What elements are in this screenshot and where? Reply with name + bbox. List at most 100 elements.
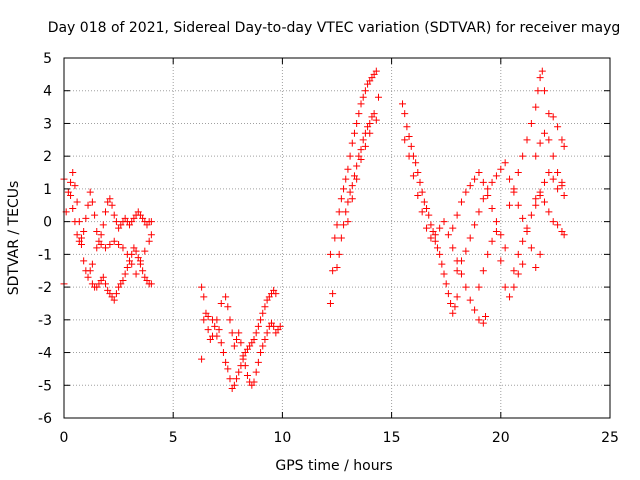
- data-point-segment-2: [243, 371, 251, 379]
- data-point-segment-1: [110, 296, 118, 304]
- data-point-segment-4: [545, 208, 553, 216]
- data-point-segment-4: [536, 74, 544, 82]
- data-point-segment-3: [326, 299, 334, 307]
- data-point-segment-4: [475, 316, 483, 324]
- data-point-segment-2: [198, 283, 206, 291]
- data-point-segment-4: [527, 211, 535, 219]
- data-point-segment-1: [110, 237, 118, 245]
- data-point-segment-2: [224, 303, 232, 311]
- data-point-segment-4: [418, 188, 426, 196]
- data-point-segment-3: [374, 93, 382, 101]
- data-point-segment-1: [132, 270, 140, 278]
- data-point-segment-1: [67, 191, 75, 199]
- data-point-segment-1: [97, 231, 105, 239]
- data-point-segment-4: [510, 185, 518, 193]
- data-point-segment-2: [233, 375, 241, 383]
- data-point-segment-1: [80, 257, 88, 265]
- data-point-segment-2: [215, 326, 223, 334]
- data-point-segment-3: [357, 155, 365, 163]
- x-tick-label: 25: [601, 430, 619, 446]
- data-point-segment-4: [497, 257, 505, 265]
- data-point-segment-3: [370, 110, 378, 118]
- data-point-segment-1: [101, 280, 109, 288]
- y-tick-label: 4: [43, 84, 52, 100]
- data-point-segment-4: [540, 178, 548, 186]
- data-point-segment-4: [560, 191, 568, 199]
- data-point-segment-4: [532, 263, 540, 271]
- data-point-segment-4: [514, 169, 522, 177]
- data-point-segment-4: [554, 169, 562, 177]
- data-point-segment-1: [97, 241, 105, 249]
- data-point-segment-1: [84, 273, 92, 281]
- data-point-segment-1: [73, 231, 81, 239]
- data-point-segment-4: [538, 67, 546, 75]
- data-point-segment-4: [466, 182, 474, 190]
- data-point-segment-3: [366, 119, 374, 127]
- data-point-segment-1: [141, 247, 149, 255]
- data-point-segment-4: [540, 87, 548, 95]
- data-point-segment-4: [536, 188, 544, 196]
- data-point-segment-3: [353, 175, 361, 183]
- data-point-segment-1: [86, 267, 94, 275]
- data-point-segment-1: [132, 247, 140, 255]
- data-point-segment-1: [82, 214, 90, 222]
- y-tick-label: -4: [38, 346, 52, 362]
- data-point-segment-4: [519, 260, 527, 268]
- data-point-segment-2: [250, 378, 258, 386]
- data-point-segment-4: [427, 234, 435, 242]
- data-point-segment-2: [252, 329, 260, 337]
- data-point-segment-4: [540, 129, 548, 137]
- data-point-segment-1: [112, 290, 120, 298]
- data-point-segment-4: [471, 175, 479, 183]
- y-tick-label: 2: [43, 149, 52, 165]
- data-point-segment-4: [497, 165, 505, 173]
- data-point-segment-2: [226, 375, 234, 383]
- chart-title: Day 018 of 2021, Sidereal Day-to-day VTE…: [48, 20, 621, 36]
- data-point-segment-4: [453, 211, 461, 219]
- data-point-segment-1: [119, 277, 127, 285]
- data-point-segment-4: [401, 136, 409, 144]
- data-point-segment-1: [88, 260, 96, 268]
- data-point-segment-1: [112, 218, 120, 226]
- data-point-segment-4: [558, 178, 566, 186]
- data-point-segment-4: [506, 201, 514, 209]
- data-point-segment-4: [433, 244, 441, 252]
- data-point-segment-4: [475, 283, 483, 291]
- data-point-segment-4: [423, 224, 431, 232]
- data-point-segment-1: [80, 227, 88, 235]
- data-point-segment-2: [254, 322, 262, 330]
- data-point-segment-3: [344, 198, 352, 206]
- data-point-segment-3: [346, 152, 354, 160]
- y-tick-label: 5: [43, 51, 52, 67]
- data-point-segment-3: [353, 162, 361, 170]
- data-point-segment-3: [333, 221, 341, 229]
- data-point-segment-4: [449, 244, 457, 252]
- x-tick-label: 5: [169, 430, 178, 446]
- data-point-segment-4: [482, 313, 490, 321]
- data-point-segment-4: [523, 224, 531, 232]
- data-point-segment-4: [549, 152, 557, 160]
- data-point-segment-3: [344, 218, 352, 226]
- data-point-segment-3: [340, 185, 348, 193]
- data-point-segment-2: [219, 349, 227, 357]
- data-point-segment-4: [506, 175, 514, 183]
- data-point-segment-4: [514, 201, 522, 209]
- data-point-segment-1: [99, 221, 107, 229]
- data-point-segment-2: [252, 368, 260, 376]
- data-point-segment-4: [444, 290, 452, 298]
- data-point-segment-1: [106, 195, 114, 203]
- data-point-segment-2: [204, 313, 212, 321]
- data-point-segment-4: [536, 250, 544, 258]
- data-point-segment-3: [337, 195, 345, 203]
- data-point-segment-4: [536, 139, 544, 147]
- grid-lines: [64, 58, 610, 418]
- data-point-segment-4: [501, 244, 509, 252]
- data-point-segment-4: [423, 205, 431, 213]
- data-point-segment-4: [407, 142, 415, 150]
- data-point-segment-3: [342, 208, 350, 216]
- data-point-segment-2: [259, 342, 267, 350]
- data-point-segment-4: [484, 191, 492, 199]
- data-point-segment-4: [405, 152, 413, 160]
- data-point-segment-4: [412, 159, 420, 167]
